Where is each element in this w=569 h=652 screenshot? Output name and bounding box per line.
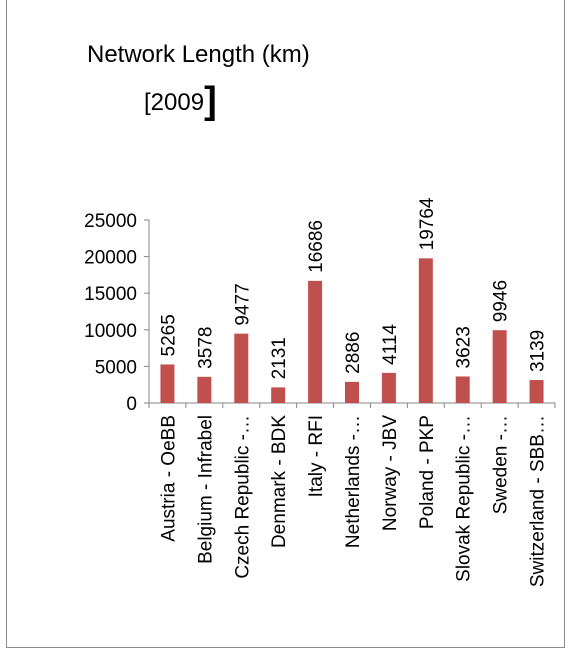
bar: [455, 376, 470, 403]
data-label: 5265: [158, 314, 179, 356]
bar: [271, 387, 286, 403]
x-tick-label: Norway - JBV: [380, 415, 401, 531]
chart-subtitle-bracket: ]: [204, 80, 217, 122]
bar: [529, 380, 544, 403]
chart-subtitle-year: [2009: [144, 89, 204, 116]
data-label: 16686: [306, 220, 327, 273]
chart-frame: Network Length (km) [2009] 0 5000 10000 150…: [6, 0, 565, 648]
data-label: 3623: [454, 326, 475, 368]
bar: [345, 381, 359, 403]
x-tick-label: Austria - OeBB: [158, 415, 179, 542]
bar: [160, 364, 175, 403]
bar: [308, 280, 323, 403]
bar: [381, 372, 396, 403]
x-tick-label: Belgium - Infrabel: [195, 415, 216, 564]
bar-series: [160, 258, 544, 403]
category-labels: Austria - OeBB Belgium - Infrabel Czech Re…: [158, 415, 548, 587]
y-tick-label: 15000: [84, 284, 137, 305]
x-tick-label: Italy - RFI: [306, 415, 327, 497]
y-tick-label: 20000: [84, 248, 137, 269]
chart-title: Network Length (km): [87, 41, 310, 68]
data-label: 3578: [195, 327, 216, 369]
x-tick-label: Denmark - BDK: [269, 415, 290, 548]
bar: [418, 258, 433, 403]
data-labels: 5265 3578 9477 2131 16686 2886 4114 19764 3623 99…: [158, 197, 548, 379]
data-label: 4114: [380, 324, 401, 365]
y-tick-label: 10000: [84, 321, 137, 342]
x-tick-label: Czech Republic -…: [232, 415, 253, 579]
chart-subtitle: [2009]: [144, 80, 217, 122]
data-label: 19764: [417, 197, 438, 250]
x-axis: [148, 402, 556, 408]
y-tick-label: 0: [126, 394, 137, 415]
bar: [197, 376, 212, 403]
y-axis: 0 5000 10000 15000 20000 25000: [84, 211, 150, 415]
y-tick-label: 25000: [84, 211, 137, 232]
x-tick-label: Slovak Republic -…: [454, 415, 475, 582]
y-tick-label: 5000: [95, 357, 137, 378]
bar: [492, 330, 507, 403]
data-label: 9946: [491, 280, 512, 322]
data-label: 2131: [269, 337, 290, 379]
data-label: 9477: [232, 283, 253, 325]
data-label: 3139: [528, 330, 549, 372]
x-tick-label: Poland - PKP: [417, 415, 438, 529]
x-tick-label: Switzerland - SBB…: [528, 415, 549, 587]
data-label: 2886: [343, 332, 364, 374]
x-tick-label: Netherlands -…: [343, 415, 364, 548]
x-tick-label: Sweden -…: [491, 415, 512, 514]
bar-chart: Network Length (km) [2009] 0 5000 10000 150…: [84, 41, 556, 587]
bar: [234, 333, 249, 403]
